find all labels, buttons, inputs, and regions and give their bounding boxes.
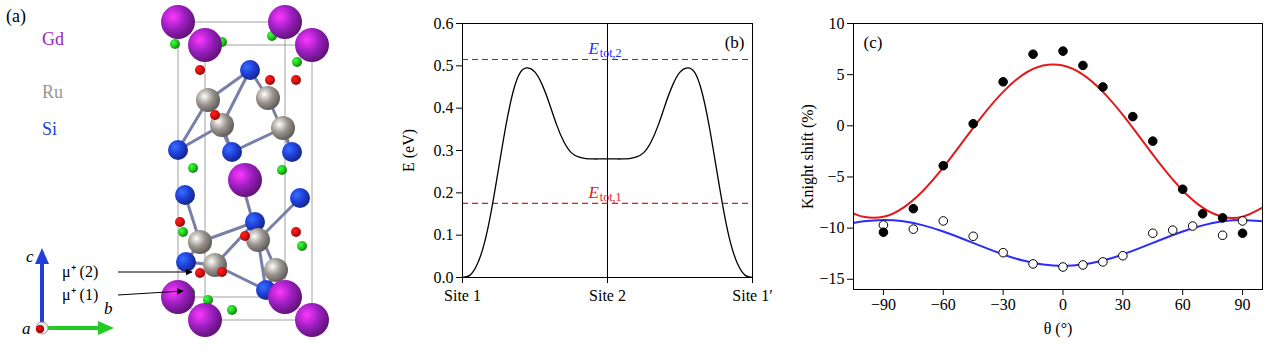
svg-text:−5: −5 — [827, 168, 844, 185]
svg-text:−10: −10 — [819, 219, 844, 236]
svg-text:0.0: 0.0 — [434, 269, 454, 286]
svg-text:0.3: 0.3 — [434, 142, 454, 159]
svg-text:Gd: Gd — [42, 29, 64, 49]
svg-text:Site 1′: Site 1′ — [732, 287, 772, 304]
svg-text:0.6: 0.6 — [434, 15, 454, 32]
svg-text:0: 0 — [1059, 296, 1067, 313]
svg-text:(b): (b) — [725, 33, 745, 52]
svg-text:E (eV): E (eV) — [400, 129, 418, 172]
svg-text:Knight shift (%): Knight shift (%) — [799, 104, 817, 209]
svg-text:μ⁺ (1): μ⁺ (1) — [62, 286, 98, 304]
svg-text:−30: −30 — [991, 296, 1016, 313]
svg-text:E: E — [587, 39, 599, 58]
svg-text:E: E — [587, 183, 599, 202]
svg-text:θ (°): θ (°) — [1044, 320, 1073, 338]
svg-text:tot,1: tot,1 — [600, 190, 622, 204]
svg-text:90: 90 — [1235, 296, 1251, 313]
svg-text:Site 1: Site 1 — [444, 287, 481, 304]
svg-text:−60: −60 — [931, 296, 956, 313]
svg-text:10: 10 — [829, 15, 845, 32]
svg-text:0: 0 — [837, 117, 845, 134]
svg-text:0.5: 0.5 — [434, 57, 454, 74]
svg-text:μ⁺ (2): μ⁺ (2) — [62, 263, 98, 281]
svg-text:Si: Si — [42, 119, 57, 139]
svg-text:60: 60 — [1175, 296, 1191, 313]
svg-text:Ru: Ru — [42, 82, 63, 102]
svg-text:a: a — [22, 319, 31, 338]
svg-text:(a): (a) — [6, 6, 26, 27]
svg-text:(c): (c) — [864, 33, 883, 52]
svg-text:−90: −90 — [871, 296, 896, 313]
svg-text:5: 5 — [837, 66, 845, 83]
svg-text:−15: −15 — [819, 270, 844, 287]
svg-text:b: b — [104, 299, 113, 318]
svg-text:0.1: 0.1 — [434, 226, 454, 243]
svg-text:c: c — [26, 247, 34, 266]
svg-text:30: 30 — [1115, 296, 1131, 313]
svg-text:0.4: 0.4 — [434, 99, 454, 116]
svg-text:0.2: 0.2 — [434, 184, 454, 201]
svg-text:tot,2: tot,2 — [600, 46, 622, 60]
svg-text:Site 2: Site 2 — [589, 287, 626, 304]
